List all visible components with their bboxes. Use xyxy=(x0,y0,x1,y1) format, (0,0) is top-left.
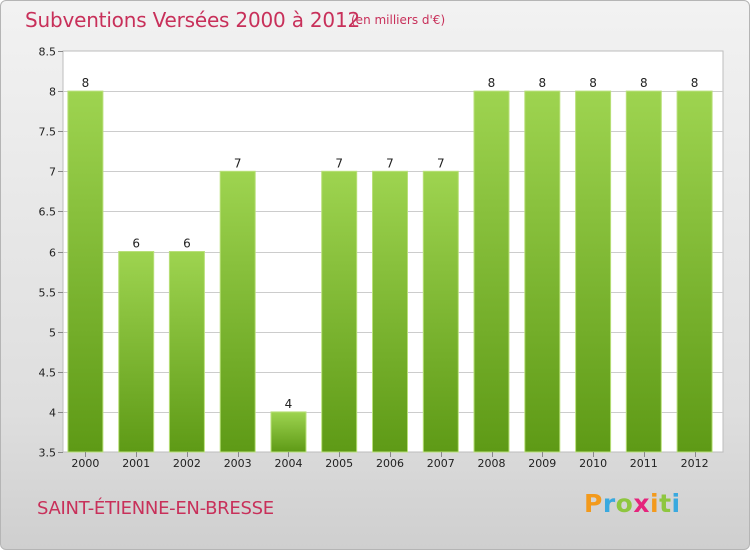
bar xyxy=(625,90,662,453)
proxiti-logo: Proxiti xyxy=(584,489,681,518)
x-tick-label: 2009 xyxy=(528,457,556,470)
bar xyxy=(168,251,205,453)
data-label: 7 xyxy=(437,156,445,170)
bar xyxy=(422,170,459,453)
bar xyxy=(372,170,408,453)
x-tick-label: 2001 xyxy=(122,457,150,470)
data-label: 8 xyxy=(589,76,597,90)
bar xyxy=(524,90,561,453)
y-tick-label: 6 xyxy=(49,247,56,260)
data-label: 8 xyxy=(538,76,546,90)
y-tick-label: 8.5 xyxy=(39,46,57,59)
bar xyxy=(321,170,358,453)
y-tick-label: 6.5 xyxy=(39,206,57,219)
bar xyxy=(473,90,510,453)
y-tick-label: 4 xyxy=(49,407,56,420)
x-tick-label: 2003 xyxy=(224,457,252,470)
y-tick-label: 3.5 xyxy=(39,447,57,460)
x-tick-label: 2011 xyxy=(630,457,658,470)
data-label: 6 xyxy=(132,237,140,251)
data-label: 6 xyxy=(183,237,191,251)
bar xyxy=(575,90,612,453)
data-label: 8 xyxy=(82,76,90,90)
x-tick-label: 2012 xyxy=(681,457,709,470)
bar xyxy=(118,251,155,453)
chart-title: Subventions Versées 2000 à 2012 xyxy=(25,8,361,32)
y-tick-label: 7.5 xyxy=(39,126,57,139)
data-label: 7 xyxy=(234,156,242,170)
x-tick-label: 2008 xyxy=(478,457,506,470)
x-tick-label: 2010 xyxy=(579,457,607,470)
x-tick-label: 2004 xyxy=(275,457,303,470)
data-label: 7 xyxy=(335,156,343,170)
y-tick-label: 8 xyxy=(49,86,56,99)
bar xyxy=(67,90,104,453)
data-label: 7 xyxy=(386,156,394,170)
unit-note: (en milliers d'€) xyxy=(351,13,446,27)
y-tick-label: 7 xyxy=(49,166,56,179)
data-label: 4 xyxy=(285,397,293,411)
x-tick-label: 2002 xyxy=(173,457,201,470)
x-tick-label: 2005 xyxy=(325,457,353,470)
x-tick-label: 2000 xyxy=(71,457,99,470)
data-label: 8 xyxy=(640,76,648,90)
bar xyxy=(676,90,713,453)
y-tick-label: 5 xyxy=(49,327,56,340)
data-label: 8 xyxy=(691,76,699,90)
x-tick-label: 2007 xyxy=(427,457,455,470)
y-tick-label: 4.5 xyxy=(39,367,57,380)
bar-chart: 8 6 6 7 4 7 7 7 8 8 8 8 8 3.5 4 4.5 5 5.5 6 6.5 7 7.5 8 8.5 20… xyxy=(39,46,724,470)
y-tick-label: 5.5 xyxy=(39,287,57,300)
bar xyxy=(270,411,307,453)
commune-name: SAINT-ÉTIENNE-EN-BRESSE xyxy=(37,498,274,519)
data-label: 8 xyxy=(488,76,496,90)
bar xyxy=(219,170,256,453)
x-tick-label: 2006 xyxy=(376,457,404,470)
